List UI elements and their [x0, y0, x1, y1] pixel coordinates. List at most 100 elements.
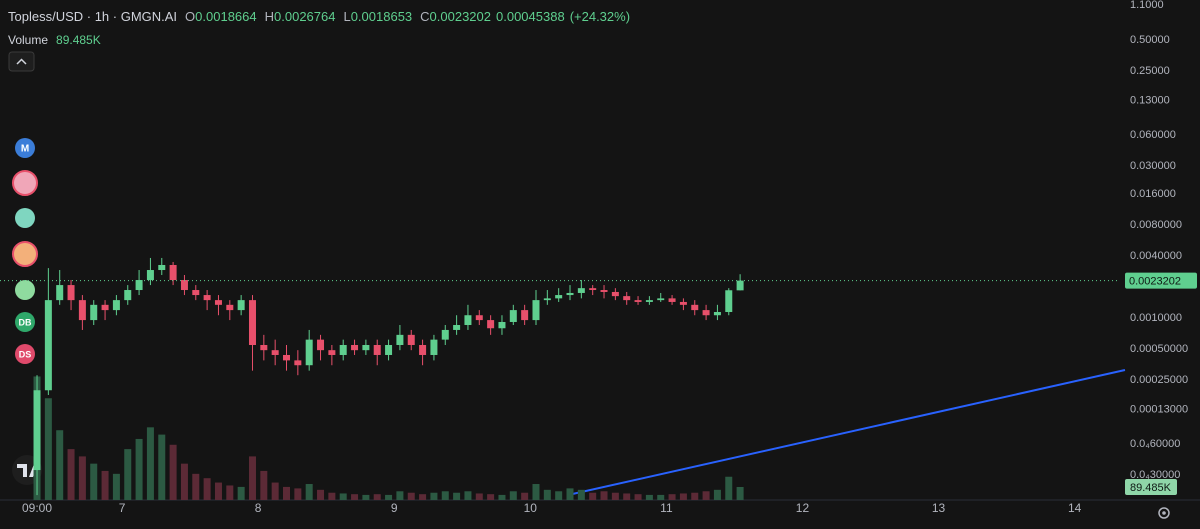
volume-bar	[362, 494, 370, 500]
candle-body	[611, 291, 619, 297]
y-tick-label: 0.00050000	[1130, 343, 1188, 355]
icon-avatar[interactable]	[12, 170, 38, 196]
volume-bar	[645, 494, 653, 500]
candle-body	[317, 339, 325, 351]
volume-bar	[713, 489, 721, 500]
candle-body	[713, 312, 721, 316]
candle-body	[373, 345, 381, 355]
y-tick-label: 0.0010000	[1130, 312, 1182, 324]
icon-ds[interactable]	[15, 344, 35, 364]
x-tick-label: 8	[255, 501, 262, 515]
candle-body	[294, 360, 302, 366]
x-tick-label: 12	[796, 501, 810, 515]
trend-line-drawing[interactable]	[567, 369, 1126, 496]
volume-bar	[385, 494, 393, 500]
candle-body	[691, 304, 699, 311]
candle-body	[453, 325, 461, 330]
candle-body	[577, 288, 585, 293]
volume-bar	[248, 456, 256, 500]
volume-bar	[260, 470, 268, 500]
change-percent: (+24.32%)	[569, 9, 631, 24]
y-tick-label: 0.016000	[1130, 188, 1176, 200]
x-tick-label: 10	[524, 501, 538, 515]
volume-bar	[679, 493, 687, 500]
volume-bar	[543, 489, 551, 500]
candle-body	[600, 290, 608, 292]
candle-body	[146, 270, 154, 281]
last-volume-badge	[1125, 478, 1177, 495]
volume-bar	[464, 491, 472, 500]
volume-bar	[373, 494, 381, 500]
volume-bar	[475, 493, 483, 500]
volume-bar	[634, 494, 642, 500]
ohlc-key: H	[264, 9, 275, 24]
candles	[33, 257, 744, 496]
icon-avatar[interactable]	[15, 280, 35, 300]
candle-body	[634, 300, 642, 302]
candle-body	[158, 264, 166, 271]
volume-bar	[44, 398, 52, 500]
icon-m[interactable]	[15, 138, 35, 158]
volume-bar	[702, 491, 710, 500]
y-tick-label: 0.0040000	[1130, 250, 1182, 262]
volume-value: 89.485K	[56, 33, 101, 47]
candle-body	[226, 304, 234, 311]
candle-body	[543, 298, 551, 301]
settings-icon[interactable]	[1158, 507, 1170, 519]
volume-bar	[657, 494, 665, 500]
candle-body	[180, 280, 188, 291]
volume-bar	[509, 491, 517, 500]
candle-body	[521, 310, 529, 321]
candle-body	[419, 345, 427, 355]
candle-body	[736, 280, 744, 291]
x-tick-label: 14	[1068, 501, 1082, 515]
indicator-icons: M DB DS	[12, 138, 38, 364]
candle-body	[78, 300, 86, 321]
icon-avatar[interactable]	[12, 241, 38, 267]
settings-icon-center	[1162, 511, 1166, 515]
candle-body	[555, 295, 563, 299]
candle-body	[248, 300, 256, 346]
icon-avatar[interactable]	[15, 208, 35, 228]
volume-bar	[691, 492, 699, 500]
collapse-button[interactable]	[8, 51, 35, 72]
last-volume-label: 89.485K	[1130, 482, 1172, 494]
candle-body	[305, 339, 313, 366]
volume-bar	[555, 491, 563, 500]
candle-body	[33, 390, 41, 471]
volume-bar	[339, 493, 347, 500]
symbol-header: Topless/USD · 1h · GMGN.AI O0.0018664 H0…	[8, 9, 630, 24]
candle-body	[589, 288, 597, 291]
collapse-icon	[16, 58, 27, 65]
candle-body	[192, 290, 200, 296]
y-tick-label: 1.1000	[1130, 0, 1164, 11]
candle-body	[203, 295, 211, 301]
icon-label: DB	[19, 317, 32, 327]
candle-body	[90, 304, 98, 321]
y-tick-label: 0.060000	[1130, 129, 1176, 141]
candle-body	[679, 301, 687, 305]
candle-body	[487, 320, 495, 329]
candle-body	[657, 298, 665, 301]
icon-label: M	[21, 144, 29, 155]
icon-db[interactable]	[15, 312, 35, 332]
volume-bar	[532, 484, 540, 500]
volume-bar	[158, 434, 166, 500]
volume-bar	[430, 492, 438, 500]
candle-body	[351, 345, 359, 351]
candle-body	[509, 310, 517, 322]
candle-body	[214, 300, 222, 305]
x-tick-label: 9	[391, 501, 398, 515]
volume-bar	[67, 449, 75, 500]
x-tick-label: 09:00	[22, 501, 52, 515]
symbol-title: Topless/USD · 1h · GMGN.AI	[8, 9, 178, 24]
volume-bar	[237, 486, 245, 500]
volume-bar	[566, 488, 574, 500]
candle-body	[328, 350, 336, 355]
x-tick-label: 7	[119, 501, 126, 515]
x-tick-label: 13	[932, 501, 946, 515]
candle-body	[362, 345, 370, 351]
volume-bar	[124, 449, 132, 500]
volume-bar	[226, 485, 234, 500]
candle-body	[271, 350, 279, 355]
